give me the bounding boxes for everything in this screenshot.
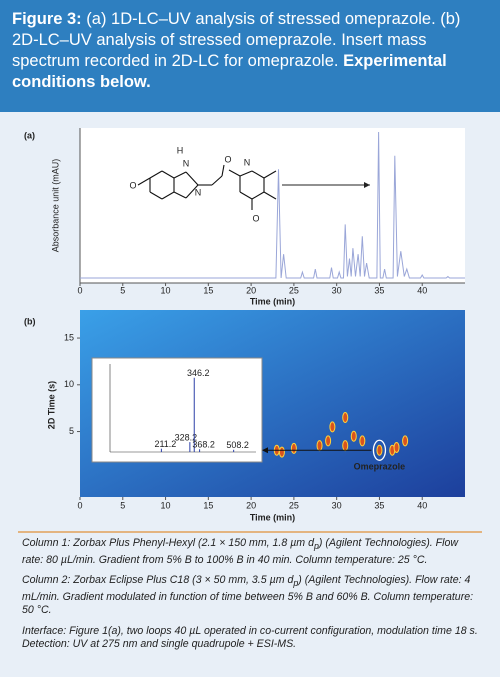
- peak-label: 211.2: [154, 439, 176, 449]
- x-tick-label: 20: [246, 285, 256, 295]
- arrow-head: [364, 182, 370, 188]
- note-text: ) (Agilent Technologies). Flow rate: 4 m…: [22, 574, 474, 617]
- x-tick-label: 35: [374, 500, 384, 510]
- x-tick-label: 0: [77, 285, 82, 295]
- note: Column 1: Zorbax Plus Phenyl-Hexyl (2.1 …: [22, 537, 478, 567]
- spot: [290, 442, 297, 454]
- note-text: p: [293, 578, 299, 589]
- note-text: p: [313, 541, 319, 552]
- x-tick-label: 5: [120, 500, 125, 510]
- x-tick-label: 40: [417, 285, 427, 295]
- x-tick-label: 15: [203, 285, 213, 295]
- arrow-head: [262, 447, 268, 454]
- spot: [359, 435, 366, 447]
- peak-label: 328.2: [175, 432, 198, 442]
- bond: [149, 170, 163, 179]
- y-axis-title: Absorbance unit (mAU): [50, 159, 60, 253]
- x-axis-title: Time (min): [250, 512, 295, 522]
- x-tick-label: 35: [374, 285, 384, 295]
- bond: [185, 171, 199, 186]
- spot: [278, 446, 285, 458]
- spot: [342, 440, 349, 452]
- caption-bold: Experimental conditions below.: [12, 52, 447, 91]
- bond: [239, 170, 253, 177]
- spot: [402, 435, 409, 447]
- figure-caption: (a) 1D-LC–UV analysis of stressed omepra…: [12, 10, 461, 70]
- x-tick-label: 30: [332, 500, 342, 510]
- note: Column 2: Zorbax Eclipse Plus C18 (3 × 5…: [22, 574, 478, 618]
- atom-label: N: [244, 157, 251, 167]
- bond: [239, 191, 253, 200]
- y-tick-label: 10: [64, 379, 74, 389]
- bond: [228, 169, 241, 177]
- note-text: ) (Agilent Technologies). Flow rate: 80 …: [22, 537, 459, 566]
- atom-label: N: [183, 158, 190, 168]
- spot: [342, 412, 349, 424]
- note-text: Interface: Figure 1(a), two loops 40 µL …: [22, 624, 478, 651]
- x-tick-label: 30: [332, 285, 342, 295]
- x-tick-label: 10: [161, 285, 171, 295]
- chromatogram: [80, 131, 465, 279]
- figure-label: Figure 3:: [12, 10, 82, 28]
- note: Interface: Figure 1(a), two loops 40 µL …: [22, 625, 478, 652]
- spot: [350, 430, 357, 442]
- bond: [173, 171, 187, 179]
- y-tick-label: 5: [69, 426, 74, 436]
- atom-label: O: [129, 180, 136, 190]
- bond: [221, 164, 225, 177]
- atom-label: O: [224, 154, 231, 164]
- x-tick-label: 25: [289, 500, 299, 510]
- figure-header: Figure 3: (a) 1D-LC–UV analysis of stres…: [0, 0, 500, 112]
- note-text: Column 1: Zorbax Plus Phenyl-Hexyl (2.1 …: [22, 537, 314, 549]
- spot: [329, 421, 336, 433]
- bond: [211, 175, 223, 186]
- y-axis-title: 2D Time (s): [46, 381, 56, 429]
- x-axis-title: Time (min): [250, 296, 295, 306]
- plot-area: [80, 128, 465, 283]
- x-tick-label: 0: [77, 500, 82, 510]
- x-tick-label: 10: [161, 500, 171, 510]
- bond: [185, 184, 199, 199]
- bond: [161, 191, 175, 200]
- bond: [251, 170, 265, 179]
- annotation: Omeprazole: [354, 462, 406, 472]
- peak-label: 346.2: [187, 368, 210, 378]
- peak-label: 368.2: [192, 440, 215, 450]
- bond: [161, 170, 175, 179]
- spot: [376, 444, 383, 456]
- panel-label: (b): [24, 316, 36, 326]
- bond: [251, 191, 265, 200]
- x-tick-label: 15: [203, 500, 213, 510]
- x-tick-label: 20: [246, 500, 256, 510]
- x-tick-label: 25: [289, 285, 299, 295]
- atom-label: O: [252, 213, 259, 223]
- atom-label: H: [177, 145, 184, 155]
- bond: [137, 177, 151, 186]
- bond: [149, 191, 163, 200]
- y-tick-label: 15: [64, 332, 74, 342]
- spot: [393, 441, 400, 453]
- x-tick-label: 40: [417, 500, 427, 510]
- spot: [325, 435, 332, 447]
- bond: [173, 191, 187, 199]
- bond: [263, 191, 277, 200]
- bond: [263, 170, 277, 179]
- x-tick-label: 5: [120, 285, 125, 295]
- spot: [316, 440, 323, 452]
- structure: [137, 164, 277, 210]
- note-text: Column 2: Zorbax Eclipse Plus C18 (3 × 5…: [22, 574, 294, 587]
- inset: [91, 357, 263, 463]
- highlight: [372, 439, 387, 461]
- charts: (a) 0 5 10 15 20 25 30 35 40 Time (min) Absorbance …: [18, 128, 482, 533]
- panel-label: (a): [24, 130, 35, 140]
- notes: Column 1: Zorbax Plus Phenyl-Hexyl (2.1 …: [22, 537, 478, 659]
- peak-label: 508.2: [226, 440, 249, 450]
- atom-label: N: [195, 187, 202, 197]
